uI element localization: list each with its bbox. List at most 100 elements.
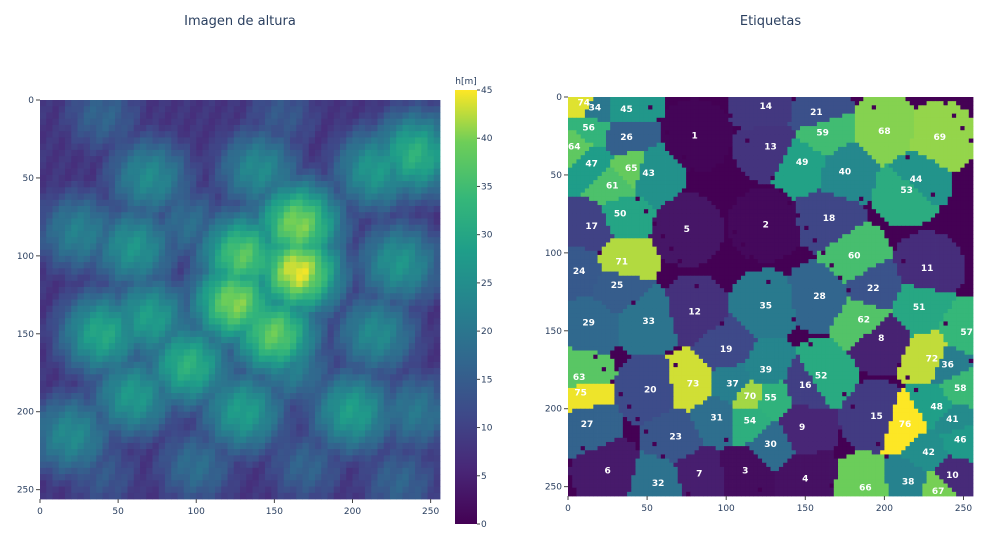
- height-cell: [71, 124, 78, 132]
- label-cell: [833, 113, 839, 119]
- label-cell: [842, 130, 847, 135]
- height-image-heatmap[interactable]: [40, 100, 441, 500]
- height-cell: [65, 480, 72, 487]
- height-cell: [77, 461, 85, 469]
- height-cell: [283, 287, 291, 294]
- height-cell: [240, 436, 247, 444]
- height-cell: [383, 112, 391, 120]
- height-cell: [252, 330, 260, 338]
- height-cell: [340, 449, 347, 456]
- height-cell: [171, 318, 178, 325]
- height-cell: [396, 124, 403, 132]
- labels-heatmap[interactable]: [568, 97, 974, 497]
- height-cell: [77, 199, 85, 207]
- height-cell: [296, 393, 303, 400]
- height-cell: [83, 467, 91, 475]
- height-cell: [371, 230, 378, 238]
- height-cell: [327, 243, 335, 251]
- height-cell: [365, 424, 372, 431]
- height-cell: [377, 156, 385, 163]
- height-cell: [383, 480, 391, 487]
- height-cell: [365, 274, 372, 282]
- height-cell: [215, 442, 222, 450]
- height-cell: [152, 100, 160, 107]
- label-cell: [960, 113, 965, 119]
- height-xtick-label: 0: [37, 507, 43, 517]
- height-cell: [371, 187, 378, 194]
- label-cell: [580, 97, 586, 102]
- height-cell: [65, 268, 72, 275]
- height-cell: [358, 106, 366, 113]
- height-cell: [402, 143, 410, 151]
- height-cell: [246, 187, 253, 194]
- height-cell: [127, 100, 135, 107]
- height-cell: [290, 424, 297, 431]
- height-cell: [277, 442, 285, 450]
- height-cell: [102, 168, 110, 176]
- height-cell: [77, 181, 85, 188]
- height-cell: [65, 474, 72, 481]
- height-cell: [146, 280, 153, 288]
- height-cell: [165, 224, 172, 232]
- height-cell: [390, 386, 397, 394]
- height-cell: [96, 449, 103, 456]
- height-cell: [233, 467, 241, 475]
- label-cell: [614, 97, 620, 102]
- height-cell: [96, 399, 103, 406]
- label-cell: [572, 109, 577, 115]
- height-cell: [77, 411, 85, 419]
- height-cell: [221, 393, 228, 400]
- height-cell: [140, 243, 147, 251]
- height-cell: [233, 430, 241, 438]
- height-cell: [83, 268, 91, 275]
- height-cell: [427, 243, 435, 251]
- height-cell: [102, 318, 110, 325]
- height-cell: [202, 100, 210, 107]
- height-cell: [421, 249, 428, 257]
- label-cell: [859, 101, 864, 106]
- height-cell: [358, 187, 366, 194]
- height-cell: [183, 343, 191, 350]
- height-cell: [396, 393, 403, 400]
- label-cell: [669, 109, 674, 115]
- height-cell: [333, 268, 341, 275]
- colorbar-tick-label: 20: [481, 327, 493, 337]
- label-cell: [918, 109, 923, 115]
- height-cell: [433, 224, 441, 232]
- height-cell: [371, 143, 378, 151]
- height-cell: [202, 386, 210, 394]
- height-cell: [315, 212, 322, 219]
- height-cell: [252, 318, 260, 325]
- height-cell: [146, 124, 153, 132]
- height-cell: [83, 243, 91, 251]
- height-cell: [321, 131, 328, 138]
- height-cell: [40, 124, 47, 132]
- height-cell: [96, 212, 103, 219]
- height-cell: [96, 230, 103, 238]
- height-cell: [290, 380, 297, 388]
- height-cell: [358, 368, 366, 375]
- height-cell: [221, 230, 228, 238]
- height-cell: [408, 112, 416, 120]
- height-cell: [233, 305, 241, 313]
- height-cell: [352, 455, 360, 462]
- height-cell: [308, 449, 316, 456]
- height-cell: [352, 230, 360, 238]
- height-cell: [302, 212, 310, 219]
- height-cell: [158, 474, 166, 481]
- height-cell: [190, 212, 197, 219]
- label-cell: [838, 121, 843, 127]
- label-cell: [681, 109, 687, 115]
- height-cell: [358, 118, 366, 126]
- height-cell: [215, 305, 222, 313]
- height-cell: [190, 205, 197, 213]
- height-cell: [65, 274, 72, 282]
- height-cell: [71, 361, 78, 369]
- height-cell: [96, 149, 103, 157]
- height-cell: [265, 299, 272, 307]
- height-cell: [158, 380, 166, 388]
- label-cell: [711, 113, 717, 119]
- height-cell: [427, 262, 435, 269]
- height-cell: [327, 293, 335, 300]
- height-cell: [133, 355, 141, 363]
